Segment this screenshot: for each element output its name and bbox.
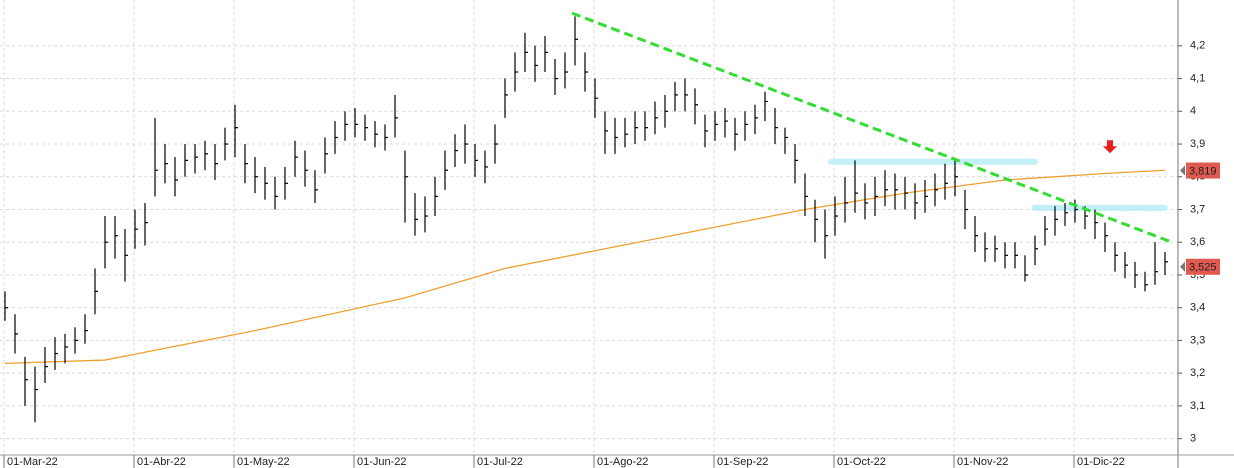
x-tick-label: 01-Sep-22 <box>717 456 768 468</box>
y-tick-label: 3,9 <box>1190 138 1205 150</box>
y-tick-label: 3,2 <box>1190 367 1205 379</box>
y-tick-label: 3,4 <box>1190 302 1205 314</box>
trendline <box>571 11 1173 244</box>
x-tick-label: 01-May-22 <box>237 456 290 468</box>
y-tick-label: 3,3 <box>1190 334 1205 346</box>
price-pointer <box>1180 261 1185 272</box>
price-label: 3,525 <box>1189 262 1217 274</box>
highlight-zone <box>1032 204 1168 211</box>
x-tick-label: 01-Jun-22 <box>357 456 407 468</box>
x-tick-label: 01-Dic-22 <box>1077 456 1125 468</box>
y-tick-label: 3,7 <box>1190 203 1205 215</box>
signal-arrow <box>1103 140 1117 154</box>
price-label-box <box>1186 258 1220 275</box>
y-tick-label: 4,2 <box>1190 40 1205 52</box>
x-tick-label: 01-Nov-22 <box>957 456 1008 468</box>
y-tick-label: 3,6 <box>1190 236 1205 248</box>
x-tick-label: 01-Ago-22 <box>597 456 648 468</box>
y-tick-label: 4 <box>1190 105 1196 117</box>
x-tick-label: 01-Mar-22 <box>7 456 58 468</box>
price-label-box <box>1186 162 1220 179</box>
price-pointer <box>1180 165 1185 176</box>
y-tick-label: 3,1 <box>1190 400 1205 412</box>
x-tick-label: 01-Abr-22 <box>137 456 186 468</box>
x-tick-label: 01-Jul-22 <box>477 456 523 468</box>
highlight-zone <box>828 158 1038 165</box>
x-tick-label: 01-Oct-22 <box>837 456 886 468</box>
price-label: 3,819 <box>1189 165 1217 177</box>
y-tick-label: 3 <box>1190 433 1196 445</box>
y-tick-label: 4,1 <box>1190 72 1205 84</box>
